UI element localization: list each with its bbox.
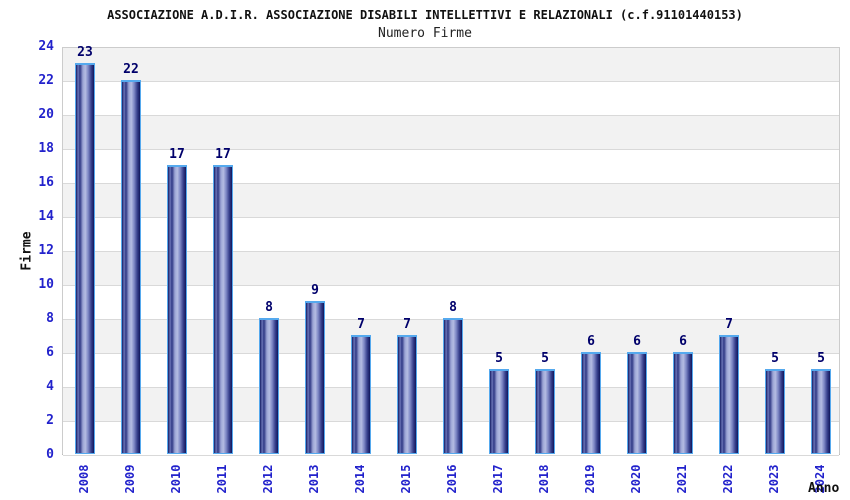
bar-value-label-2023: 5: [771, 351, 779, 366]
bar-value-label-2012: 8: [265, 300, 273, 315]
y-tick-label-2: 2: [46, 413, 54, 428]
bar-value-label-2008: 23: [77, 45, 93, 60]
bar-2015: [397, 335, 417, 454]
bar-2016: [443, 318, 463, 454]
y-tick-label-12: 12: [38, 243, 54, 258]
bar-2014: [351, 335, 371, 454]
grid-band: [63, 48, 839, 82]
bar-2024: [811, 369, 831, 454]
x-tick-label-2012: 2012: [261, 464, 275, 494]
y-tick-label-20: 20: [38, 107, 54, 122]
grid-band: [63, 82, 839, 116]
x-tick-label-2021: 2021: [675, 464, 689, 494]
bar-2023: [765, 369, 785, 454]
bar-value-label-2021: 6: [679, 334, 687, 349]
x-axis-title: Anno: [808, 481, 840, 496]
x-tick-label-2009: 2009: [123, 464, 137, 494]
x-tick-label-2020: 2020: [629, 464, 643, 494]
y-tick-label-10: 10: [38, 277, 54, 292]
bar-2008: [75, 63, 95, 454]
y-tick-label-8: 8: [46, 311, 54, 326]
grid-band: [63, 184, 839, 218]
y-tick-label-14: 14: [38, 209, 54, 224]
y-tick-label-4: 4: [46, 379, 54, 394]
grid-band: [63, 252, 839, 286]
bar-value-label-2016: 8: [449, 300, 457, 315]
x-tick-label-2015: 2015: [399, 464, 413, 494]
plot-area: 23 22 17 17 8 9 7 7 8 5 5 6 6 6 7 5 5: [62, 45, 840, 456]
bar-value-label-2019: 6: [587, 334, 595, 349]
x-tick-label-2017: 2017: [491, 464, 505, 494]
chart-subtitle: Numero Firme: [378, 26, 472, 41]
x-tick-label-2016: 2016: [445, 464, 459, 494]
bar-2011: [213, 165, 233, 454]
x-tick-label-2018: 2018: [537, 464, 551, 494]
bar-2022: [719, 335, 739, 454]
bar-value-label-2020: 6: [633, 334, 641, 349]
x-tick-label-2008: 2008: [77, 464, 91, 494]
bar-2013: [305, 301, 325, 454]
chart-title: ASSOCIAZIONE A.D.I.R. ASSOCIAZIONE DISAB…: [107, 8, 743, 22]
bar-value-label-2017: 5: [495, 351, 503, 366]
x-tick-label-2019: 2019: [583, 464, 597, 494]
bar-value-label-2022: 7: [725, 317, 733, 332]
y-tick-label-6: 6: [46, 345, 54, 360]
bar-2017: [489, 369, 509, 454]
bar-value-label-2011: 17: [215, 147, 231, 162]
y-tick-label-16: 16: [38, 175, 54, 190]
bar-2019: [581, 352, 601, 454]
bar-value-label-2009: 22: [123, 62, 139, 77]
bar-2018: [535, 369, 555, 454]
y-tick-label-0: 0: [46, 447, 54, 462]
bar-value-label-2013: 9: [311, 283, 319, 298]
y-tick-label-24: 24: [38, 39, 54, 54]
bar-2021: [673, 352, 693, 454]
x-tick-label-2011: 2011: [215, 464, 229, 494]
y-tick-label-18: 18: [38, 141, 54, 156]
y-tick-label-22: 22: [38, 73, 54, 88]
bar-value-label-2010: 17: [169, 147, 185, 162]
bar-value-label-2014: 7: [357, 317, 365, 332]
bar-value-label-2018: 5: [541, 351, 549, 366]
x-tick-label-2022: 2022: [721, 464, 735, 494]
grid-band: [63, 218, 839, 252]
bar-value-label-2015: 7: [403, 317, 411, 332]
x-tick-label-2023: 2023: [767, 464, 781, 494]
bar-2020: [627, 352, 647, 454]
x-tick-label-2014: 2014: [353, 464, 367, 494]
x-tick-label-2013: 2013: [307, 464, 321, 494]
grid-band: [63, 116, 839, 150]
grid-band: [63, 150, 839, 184]
bar-2012: [259, 318, 279, 454]
bar-2009: [121, 80, 141, 454]
bar-2010: [167, 165, 187, 454]
x-tick-label-2010: 2010: [169, 464, 183, 494]
bar-value-label-2024: 5: [817, 351, 825, 366]
